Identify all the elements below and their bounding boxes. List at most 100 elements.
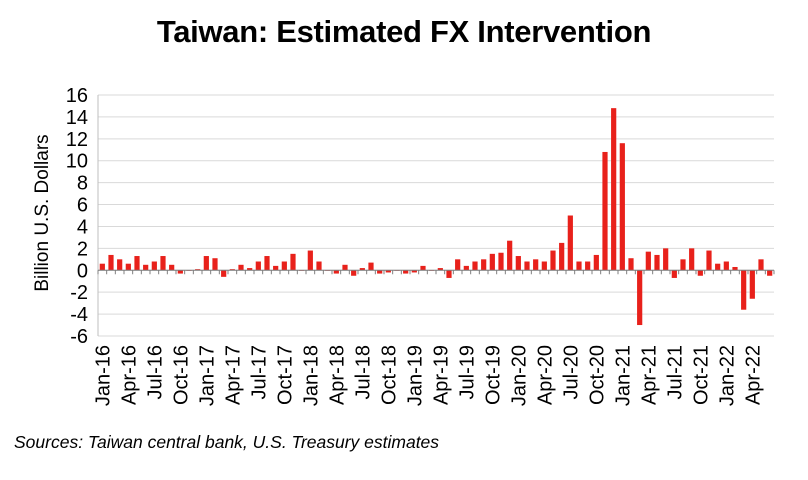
bar-Mar-21: [637, 270, 643, 326]
bar-Jun-20: [559, 242, 565, 271]
y-tick-label: 0: [77, 260, 88, 282]
y-tick-label: 14: [66, 107, 88, 129]
bar-Mar-17: [221, 270, 227, 277]
bar-Sep-19: [481, 259, 487, 271]
x-tick-label: Jan-21: [612, 345, 634, 406]
x-tick-label: Jul-19: [456, 345, 478, 399]
gridlines: [98, 94, 774, 337]
bar-Jun-22: [767, 270, 773, 276]
x-tick-label: Apr-20: [534, 345, 556, 405]
bar-Mar-22: [741, 270, 747, 310]
bar-Dec-19: [507, 240, 513, 271]
bar-May-19: [446, 270, 452, 278]
bar-Jan-20: [515, 256, 521, 271]
x-tick-label: Jan-16: [92, 345, 114, 406]
bar-Apr-17: [229, 269, 235, 271]
bar-Nov-21: [706, 250, 712, 271]
x-tick-label: Apr-18: [326, 345, 348, 405]
bar-Apr-22: [749, 270, 755, 299]
x-tick-label: Oct-18: [378, 345, 400, 405]
bar-May-17: [238, 264, 244, 271]
bar-Apr-19: [437, 268, 443, 271]
bar-Oct-20: [593, 254, 599, 271]
bar-Feb-22: [732, 266, 738, 271]
bar-Jun-16: [143, 264, 149, 271]
bar-Apr-21: [645, 251, 651, 271]
bar-Feb-16: [108, 254, 114, 271]
bar-Oct-18: [385, 270, 391, 273]
bar-Aug-18: [368, 262, 374, 271]
x-tick-label: Apr-22: [742, 345, 764, 405]
bar-Jan-16: [99, 263, 105, 271]
bar-Oct-16: [177, 270, 183, 274]
bar-Jun-19: [455, 259, 461, 271]
bar-Jan-22: [723, 261, 729, 271]
bar-Dec-18: [403, 270, 409, 274]
x-tick-label: Jan-19: [404, 345, 426, 406]
x-tick-label: Jul-16: [144, 345, 166, 399]
x-tick-label: Jan-17: [196, 345, 218, 406]
bar-Sep-18: [377, 270, 383, 274]
x-tick-label: Oct-20: [586, 345, 608, 405]
y-tick-label: 8: [77, 173, 88, 195]
bar-Jan-18: [307, 250, 313, 271]
bar-Apr-20: [541, 261, 547, 271]
bar-Sep-20: [585, 261, 591, 271]
bar-Dec-16: [195, 269, 201, 271]
y-axis-title: Billion U.S. Dollars: [32, 134, 53, 291]
x-tick-label: Oct-21: [690, 345, 712, 405]
bar-Sep-16: [169, 264, 175, 271]
y-tick-label: 10: [66, 151, 88, 173]
bar-Jul-16: [151, 261, 157, 271]
bar-Apr-18: [333, 270, 339, 274]
bar-Dec-20: [611, 108, 617, 271]
x-tick-label: Oct-16: [170, 345, 192, 405]
bar-Oct-17: [281, 261, 287, 271]
x-tick-label: Apr-21: [638, 345, 660, 405]
bar-May-20: [550, 250, 556, 271]
bar-Jan-21: [619, 143, 625, 271]
bar-Nov-20: [602, 151, 608, 271]
bar-Jul-18: [359, 268, 365, 271]
bar-Dec-21: [715, 263, 721, 271]
x-tick-label: Jul-20: [560, 345, 582, 399]
y-tick-label: -6: [70, 326, 88, 348]
source-note: Sources: Taiwan central bank, U.S. Treas…: [14, 432, 440, 452]
x-tick-label: Jan-20: [508, 345, 530, 406]
bar-Feb-21: [628, 258, 634, 271]
bar-Jul-17: [255, 261, 261, 271]
bar-Mar-16: [117, 259, 123, 271]
x-tick-label: Oct-19: [482, 345, 504, 405]
y-tick-label: 12: [66, 129, 88, 151]
y-tick-label: 2: [77, 238, 88, 260]
bar-Oct-19: [489, 253, 495, 271]
bar-Jan-19: [411, 270, 417, 273]
bar-Jul-21: [671, 270, 677, 278]
bar-Jun-21: [663, 248, 669, 271]
x-tick-label: Oct-17: [274, 345, 296, 405]
x-tick-label: Jul-17: [248, 345, 270, 399]
x-tick-label: Apr-19: [430, 345, 452, 405]
bar-May-16: [134, 256, 140, 271]
bar-Sep-17: [273, 265, 279, 271]
bar-Aug-17: [264, 256, 270, 271]
x-tick-label: Jul-18: [352, 345, 374, 399]
bar-Aug-20: [576, 261, 582, 271]
bar-Jun-17: [247, 268, 253, 271]
bar-Apr-16: [125, 263, 131, 271]
x-tick-label: Jan-18: [300, 345, 322, 406]
bar-May-18: [342, 264, 348, 271]
bar-Aug-16: [160, 256, 166, 271]
x-tick-label: Apr-16: [118, 345, 140, 405]
bar-Oct-21: [697, 270, 703, 276]
bar-Aug-21: [680, 259, 686, 271]
y-tick-label: -4: [70, 304, 88, 326]
y-tick-label: 16: [66, 85, 88, 107]
y-tick-label: 6: [77, 195, 88, 217]
x-tick-label: Jan-22: [716, 345, 738, 406]
bar-Aug-19: [472, 261, 478, 271]
bar-Feb-20: [524, 261, 530, 271]
x-tick-label: Jul-21: [664, 345, 686, 399]
